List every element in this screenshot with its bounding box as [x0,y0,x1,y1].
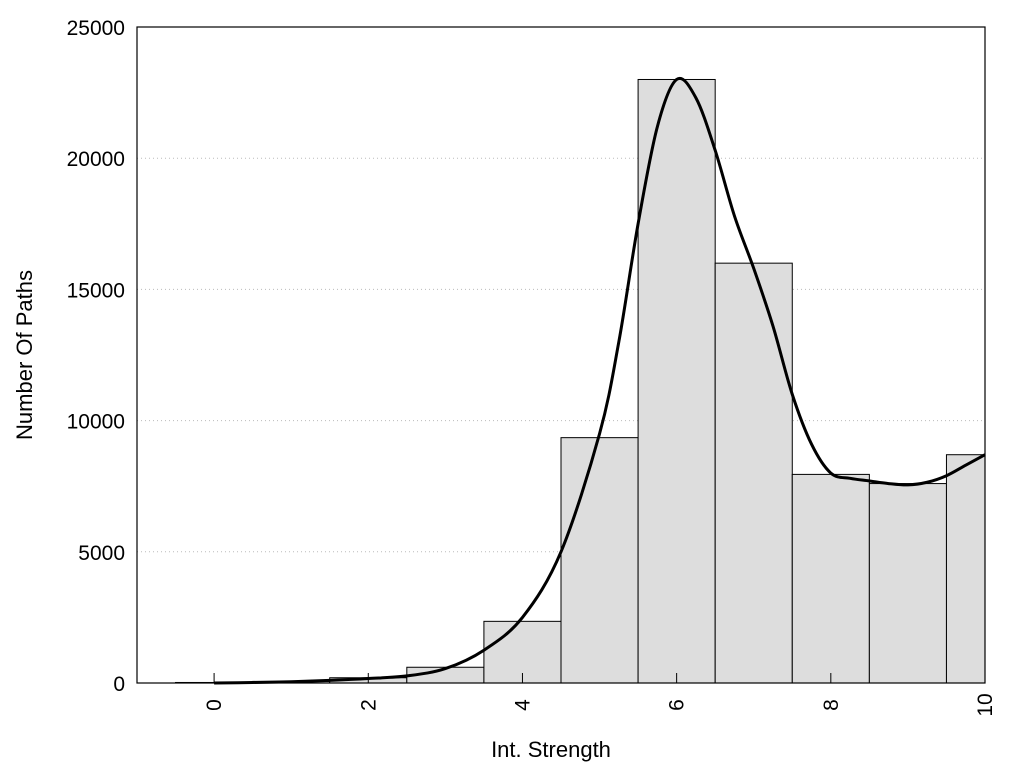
x-axis-title: Int. Strength [491,737,611,762]
y-axis-ticks: 0 5000 10000 15000 20000 25000 [67,17,125,696]
y-tick-label: 15000 [67,279,125,302]
y-tick-label: 5000 [78,542,125,565]
y-tick-label: 10000 [67,411,125,434]
plot-area-frame [136,26,986,684]
y-tick-label: 25000 [67,17,125,40]
y-tick-label: 20000 [67,148,125,171]
histogram-bar [791,473,870,684]
histogram-bar [868,483,947,684]
histogram-bar [714,262,793,684]
density-curve [214,76,986,685]
density-curve-group [214,76,986,685]
x-tick-label: 4 [511,699,534,711]
x-tick-label: 0 [203,699,226,711]
histogram-bars [175,78,986,684]
histogram-bar [637,78,716,684]
histogram-bar [945,454,986,684]
histogram-bar [560,437,639,684]
y-tick-label: 0 [113,673,125,696]
y-axis-title: Number Of Paths [12,270,37,440]
x-tick-label: 10 [974,693,997,716]
x-tick-label: 2 [357,699,380,711]
x-tick-label: 6 [666,699,689,711]
x-tick-label: 8 [820,699,843,711]
